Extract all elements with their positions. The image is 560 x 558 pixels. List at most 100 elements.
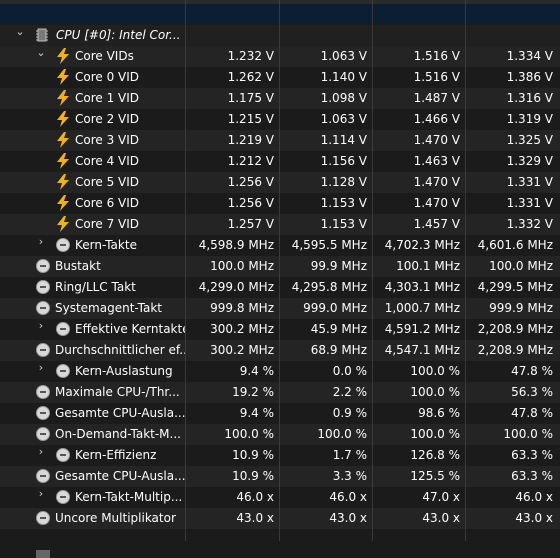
chevron-right-icon[interactable]: › <box>38 487 44 500</box>
current-value: 1.256 V <box>227 175 274 189</box>
cpu-chip-icon <box>36 28 48 42</box>
column-divider[interactable] <box>279 0 280 557</box>
current-value: 1.257 V <box>227 217 274 231</box>
sensor-row-bustakt[interactable]: Bustakt 100.0 MHz 99.9 MHz 100.1 MHz 100.0 M… <box>0 256 560 277</box>
column-divider[interactable] <box>372 0 373 557</box>
sensor-row-maximale-cpu-thr[interactable]: Maximale CPU-/Thr... 19.2 % 2.2 % 100.0 % 56… <box>0 382 560 403</box>
sensor-row-systemagent-takt[interactable]: Systemagent-Takt 999.8 MHz 999.0 MHz 1,000.… <box>0 298 560 319</box>
chevron-right-icon[interactable]: › <box>38 319 44 332</box>
sensor-label: Core 7 VID <box>75 217 140 231</box>
gauge-icon <box>56 448 70 462</box>
sensor-row-core-2-vid[interactable]: Core 2 VID 1.215 V 1.063 V 1.466 V 1.319 V <box>0 109 560 130</box>
maximum-value: 1.487 V <box>413 91 460 105</box>
sensor-label: Core 6 VID <box>75 196 140 210</box>
sensor-row-core-vids[interactable]: ⌄ Core VIDs 1.232 V 1.063 V 1.516 V 1.334 V <box>0 46 560 67</box>
maximum-value: 126.8 % <box>410 448 460 462</box>
sensor-row-effektive-kerntakte[interactable]: › Effektive Kerntakte 300.2 MHz 45.9 MHz 4,5… <box>0 319 560 340</box>
minimum-value: 99.9 MHz <box>310 259 367 273</box>
average-value: 1.319 V <box>506 112 553 126</box>
voltage-bolt-icon <box>57 111 69 127</box>
sensor-name-cell: Core 4 VID <box>0 151 185 172</box>
sensor-row-kern-auslastung[interactable]: › Kern-Auslastung 9.4 % 0.0 % 100.0 % 47.8 % <box>0 361 560 382</box>
sensor-row-uncore-multiplikator[interactable]: Uncore Multiplikator 43.0 x 43.0 x 43.0 x 43… <box>0 508 560 529</box>
sensor-row-core-4-vid[interactable]: Core 4 VID 1.212 V 1.156 V 1.463 V 1.329 V <box>0 151 560 172</box>
chevron-down-icon[interactable]: ⌄ <box>36 46 46 59</box>
sensor-row-core-5-vid[interactable]: Core 5 VID 1.256 V 1.128 V 1.470 V 1.331 V <box>0 172 560 193</box>
sensor-row-kern-takte[interactable]: › Kern-Takte 4,598.9 MHz 4,595.5 MHz 4,702.3… <box>0 235 560 256</box>
sensor-name-cell: Bustakt <box>0 256 185 277</box>
sensor-name-cell: Core 7 VID <box>0 214 185 235</box>
sensor-label: Effektive Kerntakte <box>75 322 185 336</box>
column-divider[interactable] <box>185 0 186 557</box>
gauge-icon <box>56 490 70 504</box>
sensor-row-kern-effizienz[interactable]: › Kern-Effizienz 10.9 % 1.7 % 126.8 % 63.3 % <box>0 445 560 466</box>
current-value: 46.0 x <box>236 490 274 504</box>
gauge-icon <box>56 238 70 252</box>
voltage-bolt-icon <box>57 132 69 148</box>
average-value: 999.9 MHz <box>489 301 553 315</box>
sensor-name-cell: Kern-Takt-Multip... <box>0 487 185 508</box>
sensor-row-gesamte-cpu-ausla[interactable]: Gesamte CPU-Ausla... 10.9 % 3.3 % 125.5 % 63… <box>0 466 560 487</box>
sensor-row-gesamte-cpu-ausla[interactable]: Gesamte CPU-Ausla... 9.4 % 0.9 % 98.6 % 47.8… <box>0 403 560 424</box>
voltage-bolt-icon <box>57 216 69 232</box>
voltage-bolt-icon <box>57 195 69 211</box>
sensor-label: Core VIDs <box>75 49 134 63</box>
sensor-label: Bustakt <box>55 259 101 273</box>
group-row-cpu[interactable]: ⌄ CPU [#0]: Intel Cor... <box>0 25 560 46</box>
sensor-row-ring-llc-takt[interactable]: Ring/LLC Takt 4,299.0 MHz 4,295.8 MHz 4,303… <box>0 277 560 298</box>
voltage-bolt-icon <box>57 90 69 106</box>
chevron-right-icon[interactable]: › <box>38 445 44 458</box>
chevron-down-icon[interactable]: ⌄ <box>15 25 25 38</box>
maximum-value: 125.5 % <box>410 469 460 483</box>
maximum-value: 1.516 V <box>413 70 460 84</box>
minimum-value: 1.128 V <box>320 175 367 189</box>
sensor-label: Maximale CPU-/Thr... <box>55 385 180 399</box>
minimum-value: 1.063 V <box>320 112 367 126</box>
sensor-label: Gesamte CPU-Ausla... <box>55 469 185 483</box>
average-value: 1.329 V <box>506 154 553 168</box>
minimum-value: 45.9 MHz <box>310 322 367 336</box>
current-value: 43.0 x <box>236 511 274 525</box>
sensor-row-core-7-vid[interactable]: Core 7 VID 1.257 V 1.153 V 1.457 V 1.332 V <box>0 214 560 235</box>
sensor-row-core-6-vid[interactable]: Core 6 VID 1.256 V 1.153 V 1.470 V 1.331 V <box>0 193 560 214</box>
sensor-label: Core 1 VID <box>75 91 140 105</box>
sensor-name-cell: Core 2 VID <box>0 109 185 130</box>
maximum-value: 100.1 MHz <box>396 259 460 273</box>
sensor-row-kern-takt-multip[interactable]: › Kern-Takt-Multip... 46.0 x 46.0 x 47.0 x 46… <box>0 487 560 508</box>
sensor-row-core-3-vid[interactable]: Core 3 VID 1.219 V 1.114 V 1.470 V 1.325 V <box>0 130 560 151</box>
column-divider[interactable] <box>465 0 466 557</box>
sensor-label: Kern-Auslastung <box>75 364 173 378</box>
minimum-value: 1.114 V <box>320 133 367 147</box>
gauge-icon <box>36 511 50 525</box>
sensor-name-cell: Kern-Takte <box>0 235 185 256</box>
column-header-strip <box>0 4 560 24</box>
minimum-value: 68.9 MHz <box>310 343 367 357</box>
sensor-label: Core 0 VID <box>75 70 140 84</box>
average-value: 4,299.5 MHz <box>477 280 553 294</box>
current-value: 1.212 V <box>227 154 274 168</box>
maximum-value: 1.470 V <box>413 196 460 210</box>
gauge-icon <box>36 301 50 315</box>
sensor-label: Gesamte CPU-Ausla... <box>55 406 185 420</box>
current-value: 1.262 V <box>227 70 274 84</box>
sensor-label: Core 4 VID <box>75 154 140 168</box>
average-value: 63.3 % <box>511 469 553 483</box>
average-value: 47.8 % <box>511 406 553 420</box>
chevron-right-icon[interactable]: › <box>38 235 44 248</box>
minimum-value: 100.0 % <box>317 427 367 441</box>
sensor-name-cell: Uncore Multiplikator <box>0 508 185 529</box>
gauge-icon <box>56 322 70 336</box>
minimum-value: 4,595.5 MHz <box>291 238 367 252</box>
sensor-row-durchschnittlicher-ef[interactable]: Durchschnittlicher ef... 300.2 MHz 68.9 MH… <box>0 340 560 361</box>
average-value: 1.331 V <box>506 175 553 189</box>
sensor-row-core-1-vid[interactable]: Core 1 VID 1.175 V 1.098 V 1.487 V 1.316 V <box>0 88 560 109</box>
current-value: 100.0 % <box>224 427 274 441</box>
minimum-value: 43.0 x <box>329 511 367 525</box>
chevron-right-icon[interactable]: › <box>38 361 44 374</box>
maximum-value: 100.0 % <box>410 427 460 441</box>
average-value: 1.332 V <box>506 217 553 231</box>
sensor-label: Durchschnittlicher ef... <box>55 343 185 357</box>
sensor-row-on-demand-takt-m[interactable]: On-Demand-Takt-M... 100.0 % 100.0 % 100.0 %… <box>0 424 560 445</box>
sensor-row-core-0-vid[interactable]: Core 0 VID 1.262 V 1.140 V 1.516 V 1.386 V <box>0 67 560 88</box>
maximum-value: 1.463 V <box>413 154 460 168</box>
